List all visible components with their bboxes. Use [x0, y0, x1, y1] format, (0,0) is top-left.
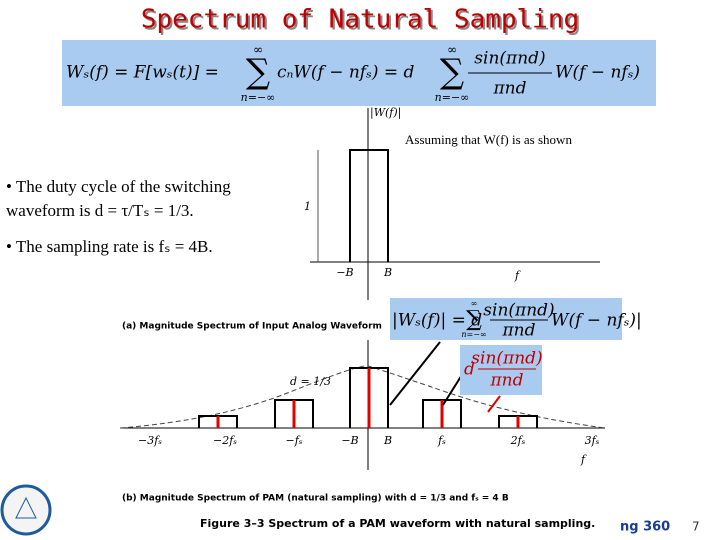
env-denominator: πnd — [489, 371, 523, 391]
meq-denominator: πnd — [501, 321, 535, 341]
magnitude-box — [390, 298, 622, 340]
eq-middle: cₙW(f − nfₛ) = d — [277, 63, 415, 83]
eq-tail: W(f − nfₛ) — [555, 63, 640, 83]
bullet-line: • The sampling rate is fₛ = 4B. — [6, 237, 213, 256]
x-label: −3fₛ — [138, 434, 162, 447]
figure-caption: Figure 3–3 Spectrum of a PAM waveform wi… — [200, 517, 595, 530]
eq-sigma: ∑ — [440, 52, 464, 92]
sinc-envelope — [119, 365, 606, 429]
env-numerator: sin(πnd) — [471, 349, 542, 369]
note: Assuming that W(f) is as shown — [405, 132, 572, 147]
eq-lhs: Wₛ(f) = F[wₛ(t)] = — [66, 63, 219, 83]
d-label: d = 1/3 — [290, 375, 331, 388]
eq-sigma: ∑ — [246, 52, 270, 92]
meq-sigma: ∑ — [466, 307, 482, 332]
caption-a: (a) Magnitude Spectrum of Input Analog W… — [122, 322, 382, 332]
course: ng 360 — [620, 520, 670, 535]
equation: Wₛ(f) = F[wₛ(t)] = ∞ ∑ n=−∞ cₙW(f − nfₛ)… — [66, 43, 640, 105]
logo — [0, 484, 52, 536]
x-label: 3fₛ — [585, 434, 600, 447]
x-label: 2fₛ — [510, 434, 526, 447]
page-number: 7 — [692, 520, 700, 534]
meq-tail: W(f − nfₛ)| — [551, 311, 642, 331]
env-prefix: d — [464, 360, 475, 380]
title: Spectrum of Natural Sampling — [141, 5, 579, 35]
meq-lhs: |Wₛ(f)| = d — [392, 311, 482, 331]
eq-upper: ∞ — [447, 43, 457, 57]
eq-lower: n=−∞ — [241, 91, 276, 104]
envelope-box — [460, 345, 542, 395]
arrow — [487, 395, 501, 413]
x-label: f — [580, 453, 587, 466]
red-markers — [216, 368, 520, 428]
arrow — [389, 341, 441, 406]
x-label: B — [383, 266, 392, 279]
height-label: 1 — [304, 200, 311, 213]
x-label: −B — [341, 434, 358, 447]
axis-label: |W(f)| — [370, 106, 401, 120]
x-label: fₛ — [437, 434, 446, 447]
eq-numerator: sin(πnd) — [474, 49, 545, 69]
bullets: • The duty cycle of the switching wavefo… — [6, 177, 231, 256]
bullet-line: • The duty cycle of the switching — [6, 177, 231, 196]
equation-box — [62, 40, 656, 106]
arrows — [389, 341, 466, 406]
x-labels-b: −3fₛ −2fₛ −fₛ −B B fₛ 2fₛ 3fₛ f — [138, 434, 600, 466]
envelope-label: d sin(πnd) πnd — [464, 349, 543, 391]
x-label: −2fₛ — [213, 434, 237, 447]
meq-upper: ∞ — [471, 299, 478, 308]
eq-denominator: πnd — [492, 79, 526, 99]
logo-mark — [15, 496, 37, 519]
bullet-line: waveform is d = τ/Tₛ = 1/3. — [6, 201, 194, 220]
x-label: −fₛ — [286, 434, 303, 447]
magnitude-equation: |Wₛ(f)| = d ∞ ∑ n=−∞ sin(πnd) πnd W(f − … — [392, 299, 642, 341]
eq-lower: n=−∞ — [435, 91, 470, 104]
meq-lower: n=−∞ — [461, 330, 486, 339]
x-label: f — [514, 269, 521, 282]
title-shadow: Spectrum of Natural Sampling — [143, 7, 581, 37]
caption-b: (b) Magnitude Spectrum of PAM (natural s… — [122, 494, 509, 504]
x-label: B — [383, 434, 392, 447]
eq-upper: ∞ — [253, 43, 263, 57]
input-spectrum — [349, 149, 389, 262]
x-label: −B — [336, 266, 353, 279]
meq-numerator: sin(πnd) — [483, 301, 554, 321]
